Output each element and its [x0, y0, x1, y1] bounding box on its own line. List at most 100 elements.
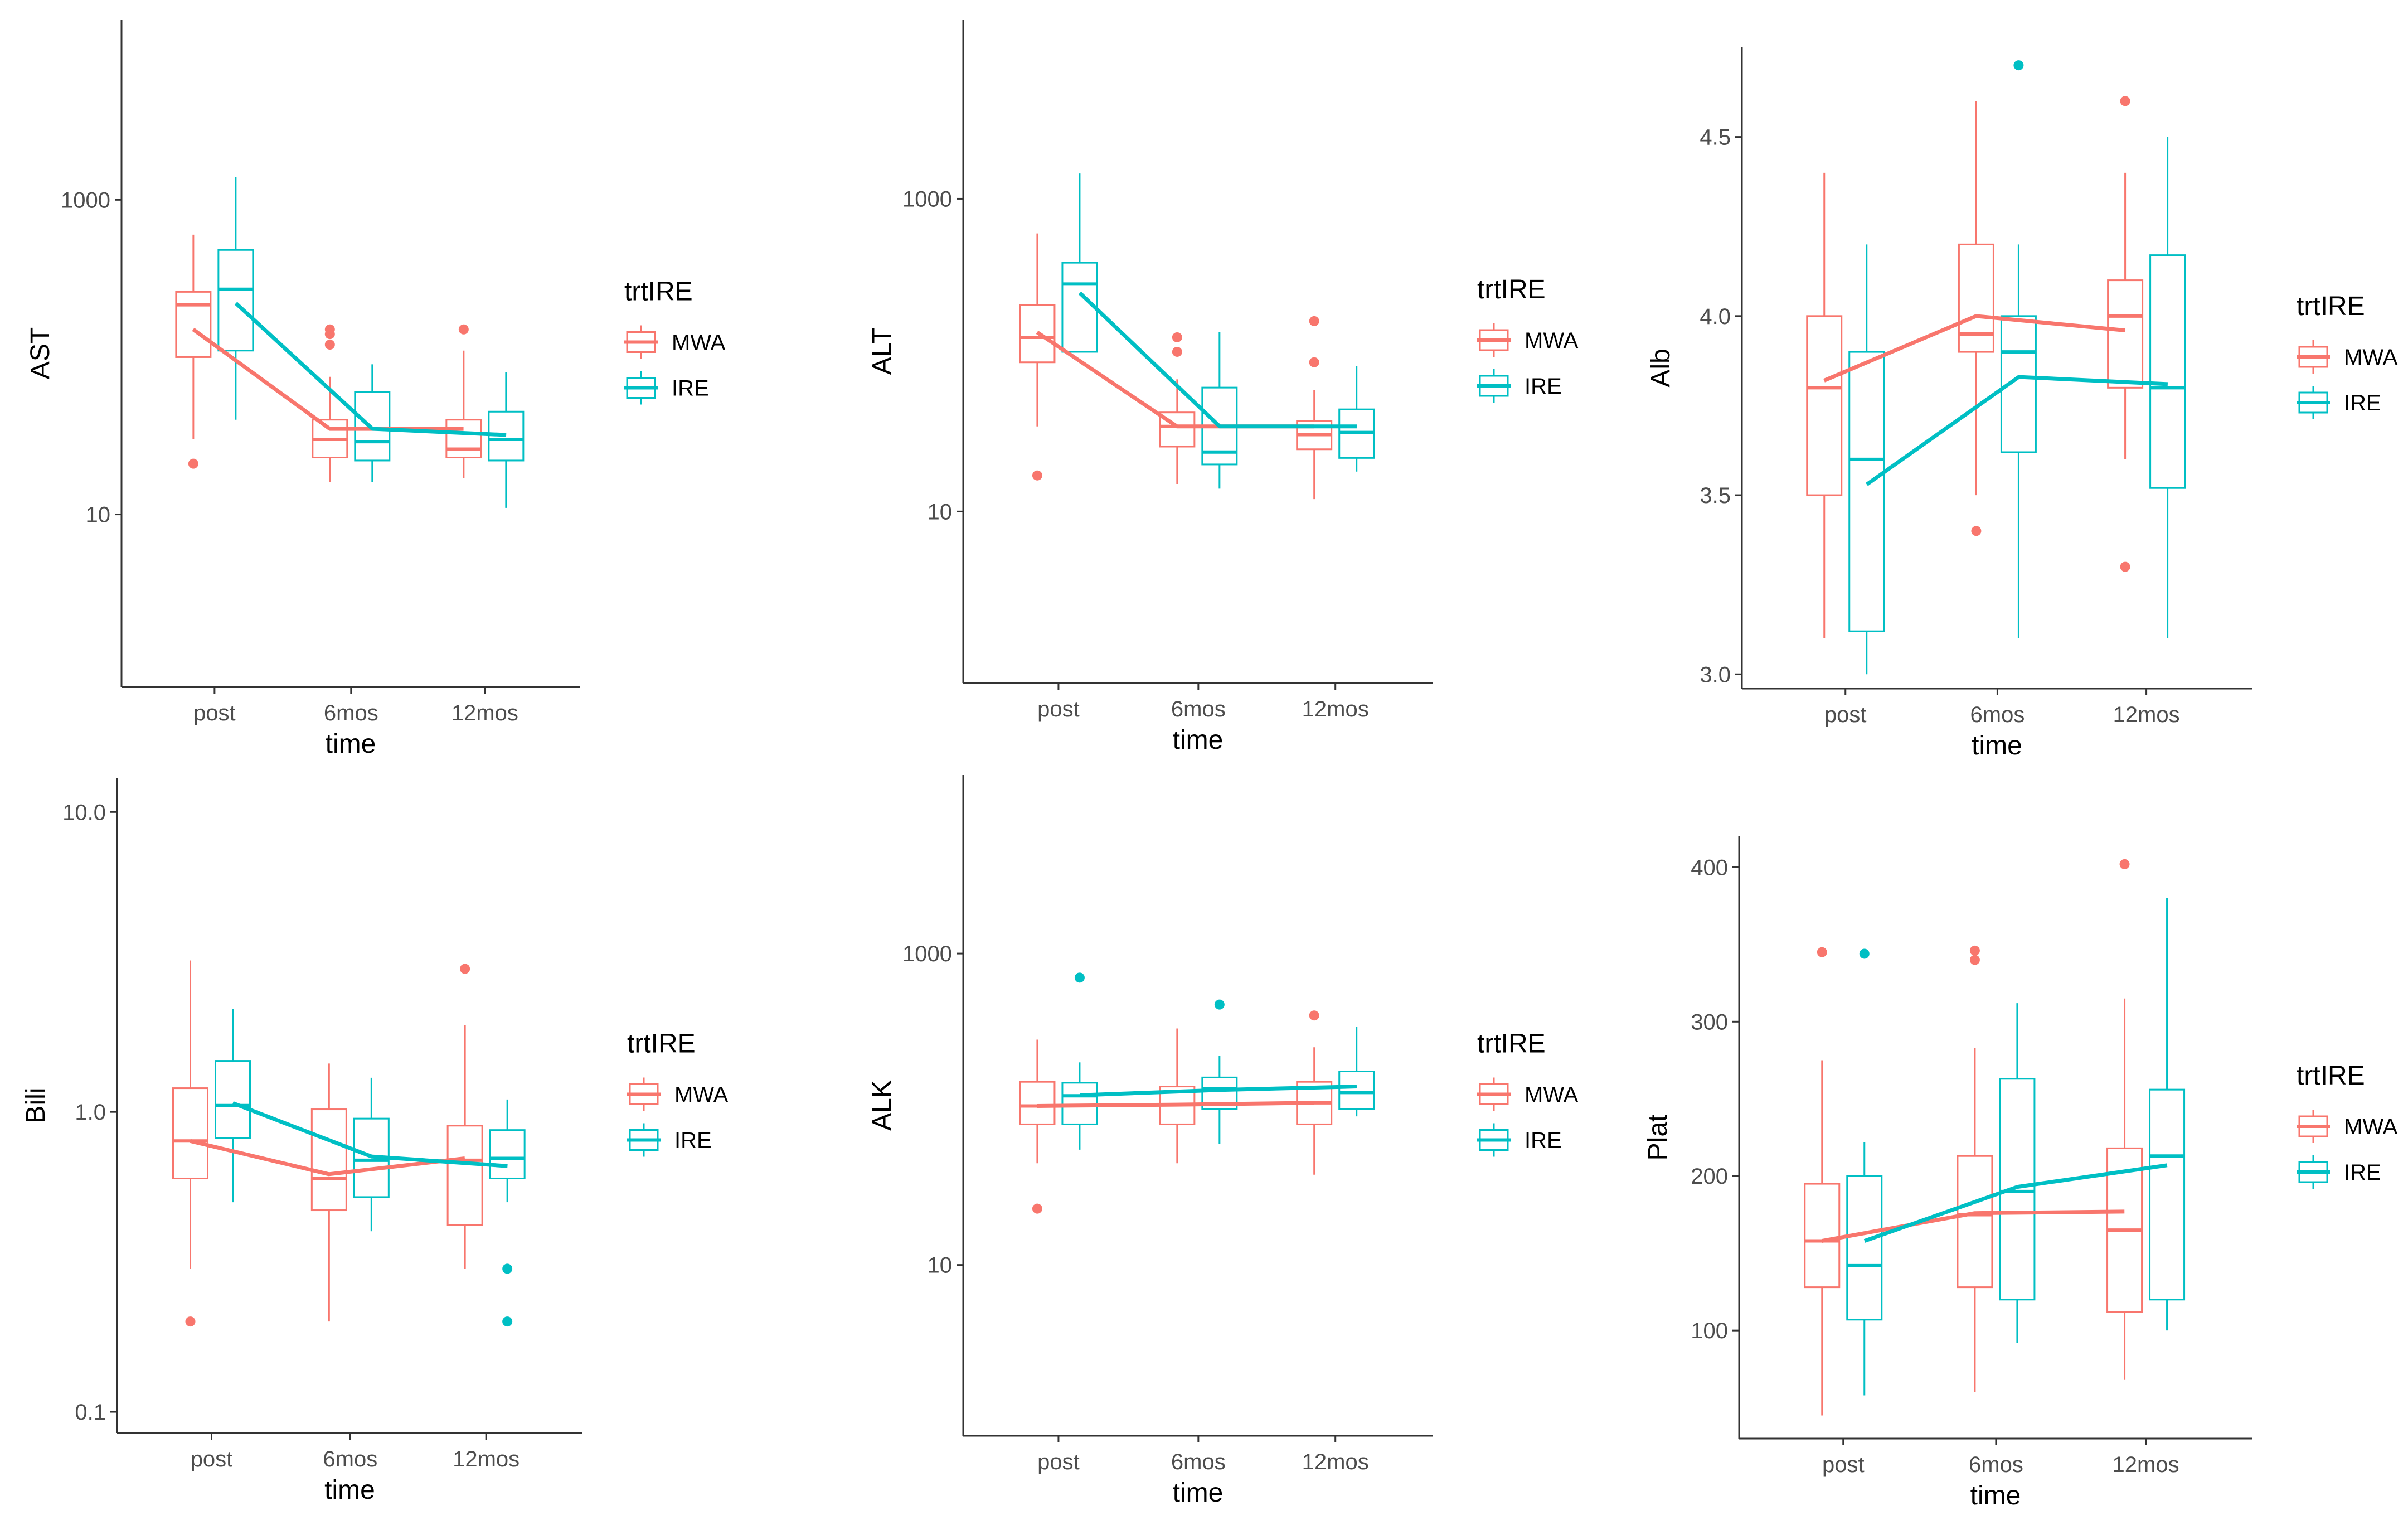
box-mwa-6mos [1159, 332, 1196, 484]
y-tick-label: 0.1 [75, 1400, 106, 1425]
chart-panel-alk: 10 1000 post 6mos 12mos time ALK trtIRE MWA IRE [867, 775, 1579, 1508]
box-body [172, 1087, 209, 1179]
x-tick-label: 12mos [452, 701, 518, 725]
x-tick-label: 6mos [1969, 1453, 2023, 1477]
y-axis-title: Alb [1646, 348, 1676, 387]
legend: trtIRE MWA IRE [2297, 1061, 2398, 1189]
box-body [1848, 351, 1885, 632]
chart-panel-plat: 100 200 300 400 post 6mos 12mos time Plat trtIRE M… [1643, 836, 2398, 1511]
legend-key-mwa [2297, 1110, 2330, 1143]
box-ire-6mos [354, 364, 391, 482]
outlier-point [1032, 1203, 1042, 1214]
y-tick-label: 400 [1691, 855, 1728, 880]
trend-line-ire [1080, 1085, 1357, 1097]
trend-line-ire [232, 1101, 508, 1168]
x-axis-title: time [1173, 1478, 1224, 1508]
outlier-point [185, 1316, 196, 1327]
x-tick-label: post [1824, 703, 1867, 727]
box-mwa-6mos [310, 1063, 347, 1322]
legend-key-ire [627, 1123, 661, 1157]
outlier-point [1969, 945, 1980, 956]
outlier-point [502, 1263, 513, 1274]
box-ire-6mos [1999, 1003, 2036, 1343]
x-tick-label: post [191, 1447, 233, 1471]
legend-title: trtIRE [2297, 1061, 2365, 1091]
outlier-point [1309, 316, 1319, 326]
outlier-point [2119, 859, 2130, 869]
box-body [1061, 262, 1098, 353]
y-tick-label: 1000 [902, 942, 952, 966]
y-tick-label: 200 [1691, 1164, 1728, 1189]
x-tick-label: post [1037, 697, 1080, 722]
box-ire-12mos [488, 372, 525, 508]
trend-line-mwa [1821, 1209, 2125, 1243]
trend-line-ire [1863, 1163, 2168, 1243]
box-ire-post [1061, 173, 1098, 353]
outlier-point [460, 964, 470, 974]
y-tick-label: 1000 [61, 188, 110, 212]
legend-key-ire [1477, 1123, 1511, 1157]
legend-key-ire [1477, 369, 1511, 403]
x-tick-label: 6mos [324, 701, 378, 725]
legend: trtIRE MWA IRE [624, 277, 726, 405]
legend: trtIRE MWA IRE [627, 1029, 729, 1157]
box-mwa-post [1804, 947, 1841, 1416]
outlier-point [1032, 470, 1042, 481]
box-ire-12mos [1338, 1026, 1375, 1117]
outlier-point [188, 458, 198, 469]
x-tick-label: 12mos [2113, 1453, 2179, 1477]
y-tick-label: 3.5 [1700, 483, 1731, 508]
trend-line-ire [234, 302, 507, 437]
outlier-point [1309, 1010, 1319, 1021]
legend-label: IRE [2344, 1160, 2381, 1185]
legend-label: MWA [1525, 328, 1579, 353]
box-mwa-post [1019, 233, 1056, 481]
box-ire-6mos [1201, 999, 1238, 1144]
box-ire-12mos [1338, 366, 1375, 472]
x-axis-title: time [1972, 731, 2022, 761]
box-body [1338, 1070, 1375, 1110]
box-ire-post [217, 177, 254, 420]
y-tick-label: 4.5 [1700, 125, 1731, 150]
box-ire-post [1846, 948, 1883, 1396]
x-tick-label: 12mos [1302, 1450, 1369, 1474]
box-ire-12mos [2149, 137, 2186, 639]
y-tick-label: 10 [928, 1253, 953, 1278]
outlier-point [1214, 999, 1225, 1010]
x-axis-title: time [1173, 725, 1224, 755]
legend-label: MWA [672, 331, 726, 355]
trend-line-ire [1866, 375, 2168, 486]
x-axis-title: time [1970, 1481, 2021, 1511]
box-ire-post [1848, 244, 1885, 675]
y-axis-title: Bili [21, 1087, 51, 1123]
y-tick-label: 3.0 [1700, 662, 1731, 687]
box-body [1019, 1081, 1056, 1125]
chart-panel-bili: 0.1 1.0 10.0 post 6mos 12mos time Bili trtIRE MWA… [21, 778, 729, 1505]
outlier-point [324, 324, 335, 335]
legend: trtIRE MWA IRE [2297, 292, 2398, 419]
box-mwa-12mos [446, 964, 483, 1269]
box-ire-12mos [2149, 898, 2186, 1331]
legend-label: IRE [672, 376, 709, 401]
y-tick-label: 100 [1691, 1319, 1728, 1343]
trend-line-mwa [192, 327, 464, 431]
x-axis-title: time [326, 729, 376, 759]
x-tick-label: 6mos [1171, 1450, 1226, 1474]
box-body [310, 1108, 347, 1212]
x-tick-label: 12mos [453, 1447, 520, 1471]
box-body [217, 249, 254, 352]
trend-line-mwa [1037, 1101, 1314, 1108]
outlier-point [1074, 972, 1085, 983]
y-axis-title: AST [26, 327, 55, 379]
legend-key-mwa [2297, 340, 2330, 374]
outlier-point [1817, 947, 1827, 957]
y-tick-label: 10 [928, 500, 953, 524]
trend-line-mwa [190, 1139, 465, 1177]
chart-panel-ast: 10 1000 post 6mos 12mos time AST trtIRE MWA IRE [26, 20, 726, 759]
legend-label: IRE [1525, 1129, 1562, 1153]
box-mwa-post [1806, 172, 1843, 639]
y-tick-label: 1.0 [75, 1100, 106, 1125]
y-axis-title: ALT [867, 328, 897, 375]
legend-title: trtIRE [624, 277, 693, 307]
x-tick-label: post [1822, 1453, 1865, 1477]
